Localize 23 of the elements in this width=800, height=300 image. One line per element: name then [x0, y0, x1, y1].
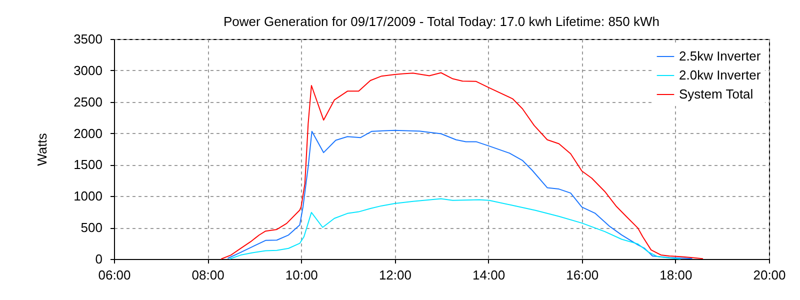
y-tick-label: 2500 [74, 94, 102, 110]
line-series [229, 198, 682, 260]
x-tick-label: 12:00 [378, 268, 412, 282]
x-tick-label: 16:00 [566, 268, 599, 282]
y-tick-label: 3000 [74, 62, 102, 78]
y-tick-label: 0 [95, 252, 102, 266]
y-tick-label: 2000 [74, 126, 102, 141]
legend-label: 2.0kw Inverter [679, 68, 762, 82]
x-tick-label: 06:00 [98, 268, 131, 282]
y-tick-label: 3500 [74, 32, 102, 46]
x-tick-label: 08:00 [192, 268, 224, 282]
y-axis-title: Watts [34, 132, 50, 166]
chart-title: Power Generation for 09/17/2009 - Total Today: 17.0 kwh Lifetime: 850 kWh [224, 14, 660, 29]
x-tick-label: 18:00 [660, 268, 692, 282]
legend-label: 2.5kw Inverter [679, 48, 762, 64]
legend-label: System Total [679, 86, 754, 102]
x-tick-label: 14:00 [472, 268, 506, 282]
y-tick-label: 1000 [74, 188, 102, 204]
x-tick-label: 20:00 [753, 268, 786, 282]
y-tick-label: 500 [80, 220, 102, 236]
x-tick-label: 10:00 [285, 268, 318, 282]
line-series [227, 130, 693, 260]
y-tick-label: 1500 [74, 157, 102, 172]
